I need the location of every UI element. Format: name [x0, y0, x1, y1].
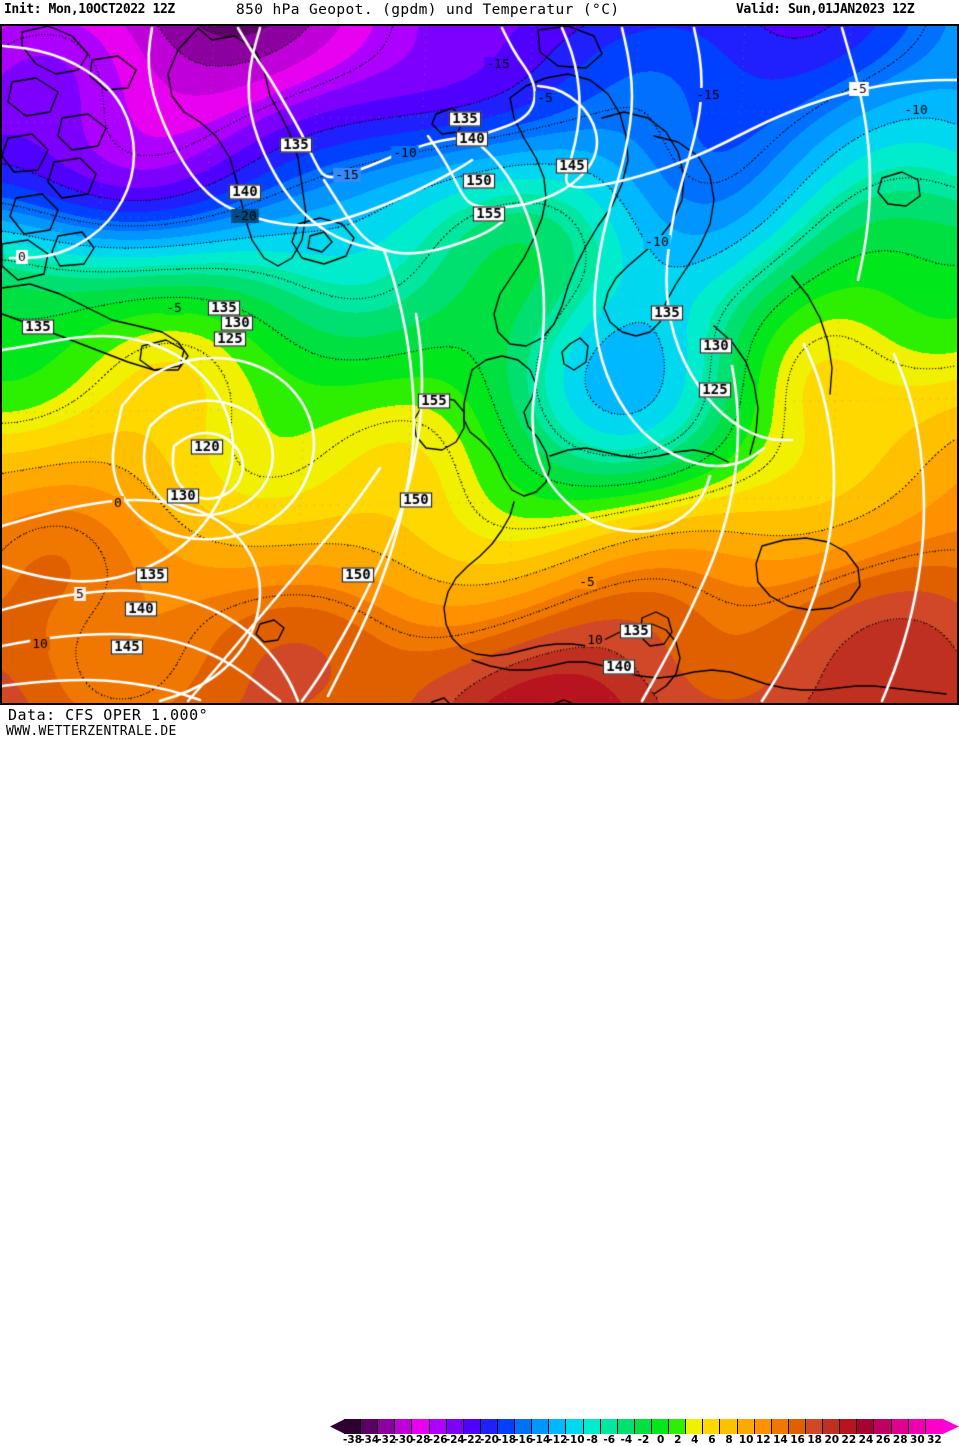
valid-time-label: Valid: Sun,01JAN2023 12Z	[736, 2, 915, 17]
colorbar-swatch	[788, 1419, 806, 1434]
colorbar-swatch	[515, 1419, 533, 1434]
colorbar-swatch	[480, 1419, 498, 1434]
colorbar-swatch	[344, 1419, 362, 1434]
colorbar-swatch	[446, 1419, 464, 1434]
colorbar-swatch	[532, 1419, 550, 1434]
colorbar-swatch	[686, 1419, 704, 1434]
colorbar-swatch	[361, 1419, 379, 1434]
colorbar-swatch	[891, 1419, 909, 1434]
weather-map[interactable]	[0, 24, 959, 705]
colorbar-tick: 32	[927, 1434, 942, 1446]
colorbar-swatch	[771, 1419, 789, 1434]
colorbar-swatch	[412, 1419, 430, 1434]
colorbar-swatch	[857, 1419, 875, 1434]
colorbar-swatch	[634, 1419, 652, 1434]
colorbar-swatch	[874, 1419, 892, 1434]
colorbar-swatch	[823, 1419, 841, 1434]
colorbar-swatch	[395, 1419, 413, 1434]
colorbar-swatch	[429, 1419, 447, 1434]
init-time-label: Init: Mon,10OCT2022 12Z	[4, 2, 175, 17]
colorbar-swatch	[754, 1419, 772, 1434]
colorbar-swatch	[497, 1419, 516, 1434]
map-render-canvas	[2, 26, 957, 703]
map-header: Init: Mon,10OCT2022 12Z 850 hPa Geopot. …	[0, 0, 959, 24]
colorbar-swatches	[344, 1419, 943, 1434]
colorbar-swatch	[463, 1419, 481, 1434]
map-footer: Data: CFS OPER 1.000° WWW.WETTERZENTRALE…	[0, 705, 959, 1446]
colorbar-swatch	[737, 1419, 755, 1434]
colorbar-high-cap-icon	[943, 1419, 959, 1434]
colorbar-swatch	[378, 1419, 396, 1434]
colorbar-swatch	[840, 1419, 858, 1434]
colorbar-swatch	[617, 1419, 635, 1434]
colorbar-swatch	[549, 1419, 567, 1434]
colorbar-low-cap-icon	[330, 1419, 345, 1434]
data-source-label: Data: CFS OPER 1.000°	[8, 706, 209, 724]
colorbar-swatch	[583, 1419, 601, 1434]
page-title: 850 hPa Geopot. (gpdm) und Temperatur (°…	[236, 2, 620, 18]
temperature-colorbar: -38 -34 -32 -30 -28 -26 -24 -22 -20 -18 -16 -14 -12-…	[330, 1419, 959, 1446]
colorbar-swatch	[703, 1419, 721, 1434]
colorbar-swatch	[908, 1419, 926, 1434]
colorbar-swatch	[805, 1419, 824, 1434]
colorbar-swatch	[669, 1419, 687, 1434]
colorbar-swatch	[600, 1419, 618, 1434]
colorbar-swatch	[566, 1419, 584, 1434]
colorbar-swatch	[720, 1419, 738, 1434]
colorbar-swatch	[651, 1419, 670, 1434]
website-label: WWW.WETTERZENTRALE.DE	[6, 724, 177, 739]
colorbar-swatch	[925, 1419, 943, 1434]
colorbar-tick-labels: -38 -34 -32 -30 -28 -26 -24 -22 -20 -18 -16 -14 -12-…	[330, 1434, 959, 1446]
